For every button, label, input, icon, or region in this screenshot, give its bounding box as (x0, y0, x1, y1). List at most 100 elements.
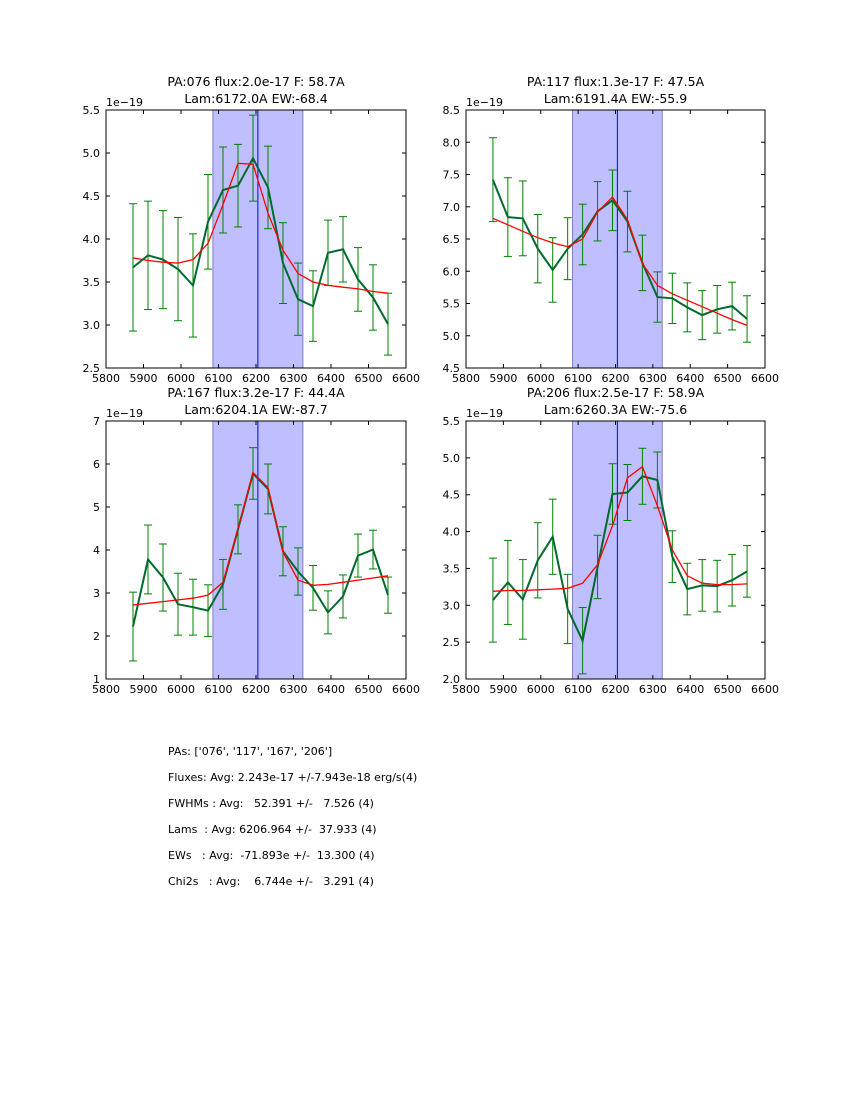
y-tick-label: 3.0 (83, 319, 101, 332)
subplot-1: PA:076 flux:2.0e-17 F: 58.7A Lam:6172.0A … (83, 74, 421, 385)
y-tick-label: 7 (93, 415, 100, 428)
y-tick-label: 5 (93, 501, 100, 514)
x-tick-label: 6600 (392, 683, 420, 696)
series-fit-line (492, 196, 748, 327)
y-tick-label: 5.5 (443, 415, 461, 428)
x-tick-label: 6300 (639, 683, 667, 696)
y-tick-label: 5.5 (83, 104, 101, 117)
x-tick-label: 6400 (317, 372, 345, 385)
x-tick-label: 6000 (167, 372, 195, 385)
x-tick-label: 5900 (489, 372, 517, 385)
subplot-title: PA:117 flux:1.3e-17 F: 47.5A (527, 74, 705, 89)
y-tick-label: 3 (93, 587, 100, 600)
subplot-3: PA:167 flux:3.2e-17 F: 44.4A Lam:6204.1A … (92, 385, 420, 696)
subplot-subtitle: Lam:6204.1A EW:-87.7 (184, 402, 327, 417)
y-tick-label: 8.5 (443, 104, 461, 117)
y-tick-label: 1 (93, 673, 100, 686)
x-tick-label: 5800 (92, 683, 120, 696)
y-tick-label: 2.0 (443, 673, 461, 686)
x-tick-label: 6600 (392, 372, 420, 385)
y-tick-label: 5.0 (443, 452, 461, 465)
y-tick-label: 4.5 (443, 362, 461, 375)
stats-pas: PAs: ['076', '117', '167', '206'] (168, 745, 333, 758)
series-data-line (132, 156, 389, 325)
x-tick-label: 6300 (280, 372, 308, 385)
y-offset-label: 1e−19 (466, 407, 503, 420)
y-tick-label: 6.0 (443, 265, 461, 278)
stats-chi2s: Chi2s : Avg: 6.744e +/- 3.291 (4) (168, 875, 374, 888)
y-tick-label: 4.0 (443, 526, 461, 539)
series-fit-line (132, 162, 389, 294)
x-tick-label: 6500 (714, 683, 742, 696)
subplot-4: PA:206 flux:2.5e-17 F: 58.9A Lam:6260.3A … (443, 385, 780, 696)
x-tick-label: 6500 (355, 372, 383, 385)
x-tick-label: 6400 (317, 683, 345, 696)
series-fit-line (492, 465, 748, 592)
y-tick-label: 2 (93, 630, 100, 643)
axes-frame (105, 109, 407, 369)
subplot-subtitle: Lam:6172.0A EW:-68.4 (184, 91, 327, 106)
subplot-title: PA:167 flux:3.2e-17 F: 44.4A (167, 385, 345, 400)
x-tick-label: 6200 (242, 683, 270, 696)
y-tick-label: 3.5 (83, 276, 101, 289)
stats-fwhms: FWHMs : Avg: 52.391 +/- 7.526 (4) (168, 797, 374, 810)
series-fit-line (132, 471, 389, 606)
x-tick-label: 5800 (452, 372, 480, 385)
x-tick-label: 6000 (527, 683, 555, 696)
x-tick-label: 6100 (205, 683, 233, 696)
x-tick-label: 5900 (489, 683, 517, 696)
x-tick-label: 6500 (714, 372, 742, 385)
x-tick-label: 6600 (751, 372, 779, 385)
x-tick-label: 6300 (639, 372, 667, 385)
y-tick-label: 4.5 (443, 489, 461, 502)
axes-frame (465, 109, 766, 369)
x-tick-label: 6400 (676, 372, 704, 385)
subplot-title: PA:076 flux:2.0e-17 F: 58.7A (167, 74, 345, 89)
y-tick-label: 7.5 (443, 169, 461, 182)
y-tick-label: 4.5 (83, 190, 101, 203)
y-tick-label: 4 (93, 544, 100, 557)
y-tick-label: 2.5 (443, 636, 461, 649)
x-tick-label: 6600 (751, 683, 779, 696)
x-tick-label: 6100 (564, 372, 592, 385)
x-tick-label: 6100 (564, 683, 592, 696)
y-tick-label: 6.5 (443, 233, 461, 246)
y-tick-label: 7.0 (443, 201, 461, 214)
y-tick-label: 3.0 (443, 599, 461, 612)
x-tick-label: 6200 (602, 683, 630, 696)
x-tick-label: 5900 (130, 683, 158, 696)
y-tick-label: 5.5 (443, 298, 461, 311)
x-tick-label: 6300 (280, 683, 308, 696)
subplot-subtitle: Lam:6260.3A EW:-75.6 (544, 402, 687, 417)
y-tick-label: 6 (93, 458, 100, 471)
x-tick-label: 6200 (602, 372, 630, 385)
y-tick-label: 3.5 (443, 562, 461, 575)
stats-ews: EWs : Avg: -71.893e +/- 13.300 (4) (168, 849, 375, 862)
y-tick-label: 5.0 (83, 147, 101, 160)
y-offset-label: 1e−19 (106, 96, 143, 109)
stats-lams: Lams : Avg: 6206.964 +/- 37.933 (4) (168, 823, 377, 836)
y-offset-label: 1e−19 (466, 96, 503, 109)
summary-stats: PAs: ['076', '117', '167', '206'] Fluxes… (168, 745, 417, 901)
x-tick-label: 6000 (167, 683, 195, 696)
x-tick-label: 6200 (242, 372, 270, 385)
x-tick-label: 6100 (205, 372, 233, 385)
x-tick-label: 5800 (452, 683, 480, 696)
subplot-subtitle: Lam:6191.4A EW:-55.9 (544, 91, 687, 106)
subplot-2: PA:117 flux:1.3e-17 F: 47.5A Lam:6191.4A … (443, 74, 780, 385)
axes-frame (105, 420, 407, 680)
stats-fluxes: Fluxes: Avg: 2.243e-17 +/-7.943e-18 erg/… (168, 771, 418, 784)
y-tick-label: 8.0 (443, 136, 461, 149)
axes-frame (465, 420, 766, 680)
x-tick-label: 6500 (355, 683, 383, 696)
subplot-title: PA:206 flux:2.5e-17 F: 58.9A (527, 385, 705, 400)
series-data-line (491, 179, 748, 320)
y-offset-label: 1e−19 (106, 407, 143, 420)
y-tick-label: 4.0 (83, 233, 101, 246)
y-tick-label: 2.5 (83, 362, 101, 375)
x-tick-label: 6000 (527, 372, 555, 385)
series-data-line (492, 475, 748, 644)
y-tick-label: 5.0 (443, 330, 461, 343)
x-tick-label: 6400 (676, 683, 704, 696)
